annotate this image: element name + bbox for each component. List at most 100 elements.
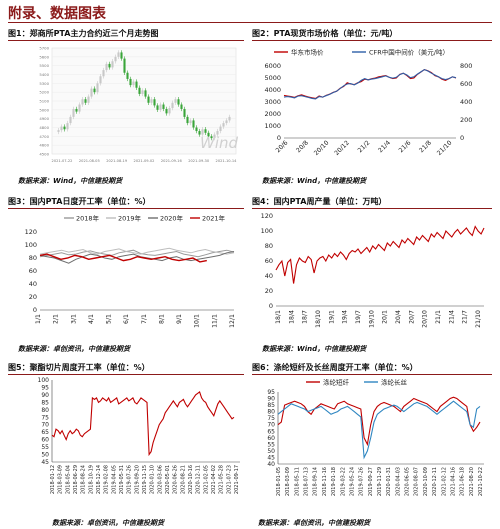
chart5-y-tick-label: 90 bbox=[41, 392, 49, 399]
panel-2-title: 图2：PTA现货市场价格（单位：元/吨） bbox=[252, 29, 398, 38]
chart6-x-tick-label: 2020-04-03 bbox=[395, 467, 401, 496]
chart3-x-tick-label: 3/1 bbox=[70, 314, 77, 324]
chart-pta-weekly-output: 0 20 40 60 80 100 120 18/1 18/4 18/7 18/10 19/1 19/4… bbox=[261, 212, 485, 328]
chart1-candle-body bbox=[66, 123, 69, 130]
chart6-x-tick-label: 2020-01-31 bbox=[386, 467, 392, 496]
chart3-y-tick-label: 20 bbox=[29, 293, 37, 301]
chart5-x-tick-label: 2021-05-28 bbox=[219, 465, 225, 494]
chart4-y-tick-label: 120 bbox=[261, 212, 273, 220]
chart2-legend-label: CFR中国中间价（美元/吨） bbox=[369, 48, 449, 57]
chart6-x-tick-label: 2019-09-27 bbox=[368, 467, 374, 496]
chart4-x-tick-label: 20/7 bbox=[408, 310, 415, 324]
chart6-y-tick-label: 75 bbox=[267, 415, 275, 422]
chart6-legend-label: 涤纶长丝 bbox=[381, 378, 408, 387]
chart1-candle-body bbox=[96, 83, 99, 93]
chart1-candle-body bbox=[57, 130, 60, 132]
chart4-y-tick-label: 100 bbox=[261, 227, 273, 235]
chart1-y-tick-label: 4900 bbox=[39, 116, 49, 121]
chart4-series-line bbox=[275, 225, 485, 284]
chart6-x-tick-label: 2020-06-05 bbox=[405, 467, 411, 496]
chart6-x-tick-label: 2019-03-22 bbox=[340, 467, 346, 496]
chart3-y-tick-label: 100 bbox=[25, 241, 37, 249]
panel-3-source: 数据来源：卓创资讯，中信建投期货 bbox=[18, 345, 130, 353]
chart1-candle-body bbox=[174, 99, 177, 103]
chart6-y-tick-label: 85 bbox=[267, 402, 275, 409]
panel-5-rule bbox=[8, 374, 244, 375]
chart5-y-tick-label: 85 bbox=[41, 399, 49, 406]
chart5-x-tick-label: 2020-06-26 bbox=[173, 465, 179, 494]
chart5-x-tick-label: 2018-05-04 bbox=[65, 465, 71, 494]
chart1-candle-body bbox=[129, 78, 132, 86]
chart1-candle-body bbox=[132, 81, 135, 86]
chart3-x-tick-label: 11/1 bbox=[211, 314, 218, 328]
chart3-legend-label: 2021年 bbox=[202, 214, 226, 223]
chart1-candle-body bbox=[213, 134, 216, 139]
chart6-x-tick-label: 2018-07-13 bbox=[304, 467, 310, 496]
chart4-y-tick-label: 60 bbox=[265, 257, 273, 265]
chart-pta-spot-price: 华东市场价 CFR中国中间价（美元/吨）010002000300040005000… bbox=[264, 48, 472, 158]
chart6-y-tick-label: 50 bbox=[267, 448, 275, 455]
panel-4-title: 图4：国内PTA周产量（单位：万吨） bbox=[252, 197, 387, 206]
chart5-y-tick-label: 45 bbox=[41, 459, 49, 466]
chart2-y-right-tick-label: 600 bbox=[460, 80, 472, 88]
chart1-candle-body bbox=[60, 126, 63, 131]
chart3-x-tick-label: 8/1 bbox=[158, 314, 165, 324]
chart3-x-tick-label: 9/1 bbox=[176, 314, 183, 324]
chart1-watermark: Wind bbox=[200, 134, 239, 152]
chart1-candle-body bbox=[180, 104, 183, 109]
chart1-x-tick-label: 2021-08-19 bbox=[106, 159, 128, 163]
chart3-x-tick-label: 10/1 bbox=[194, 314, 201, 328]
chart3-x-tick-label: 5/1 bbox=[106, 314, 113, 324]
chart1-candle-body bbox=[126, 72, 129, 79]
chart6-x-tick-label: 2020-12-11 bbox=[432, 467, 438, 496]
chart1-candle-body bbox=[150, 99, 153, 103]
chart5-y-tick-label: 60 bbox=[41, 437, 49, 444]
chart1-candle-body bbox=[99, 76, 102, 84]
chart4-x-tick-label: 18/10 bbox=[315, 310, 322, 328]
chart3-series-line bbox=[39, 249, 235, 258]
chart3-series-line bbox=[39, 247, 235, 255]
chart6-y-tick-label: 90 bbox=[267, 396, 275, 403]
chart6-x-tick-label: 2018-05-11 bbox=[294, 467, 300, 496]
chart4-x-tick-label: 20/4 bbox=[395, 310, 402, 324]
chart1-y-tick-label: 4500 bbox=[39, 152, 49, 157]
panel-4-rule bbox=[252, 208, 492, 209]
chart1-candle-body bbox=[165, 108, 168, 114]
chart6-x-tick-label: 2019-01-18 bbox=[331, 467, 337, 496]
chart6-x-tick-label: 2020-08-07 bbox=[414, 467, 420, 496]
chart6-y-tick-label: 65 bbox=[267, 428, 275, 435]
chart6-y-tick-label: 80 bbox=[267, 409, 275, 416]
chart6-x-tick-label: 2021-02-12 bbox=[441, 467, 447, 496]
chart5-x-tick-label: 2020-03-06 bbox=[157, 465, 163, 494]
chart1-candle-body bbox=[75, 108, 78, 112]
chart2-y-right-tick-label: 0 bbox=[460, 134, 464, 142]
chart4-x-tick-label: 21/1 bbox=[435, 310, 442, 324]
chart5-x-tick-label: 2021-07-23 bbox=[226, 465, 232, 494]
chart1-candle-body bbox=[225, 120, 228, 124]
chart5-x-tick-label: 2018-01-12 bbox=[50, 465, 56, 494]
chart2-legend-label: 华东市场价 bbox=[291, 48, 324, 57]
chart6-series-line bbox=[277, 396, 481, 447]
chart1-candle-body bbox=[90, 88, 93, 97]
chart5-y-tick-label: 65 bbox=[41, 429, 49, 436]
chart1-candle-body bbox=[192, 120, 195, 128]
chart5-x-tick-label: 2021-09-17 bbox=[234, 465, 240, 494]
chart1-candle-body bbox=[177, 99, 180, 105]
chart5-x-tick-label: 2018-03-09 bbox=[58, 465, 64, 494]
chart6-y-tick-label: 60 bbox=[267, 435, 275, 442]
chart1-y-tick-label: 5500 bbox=[39, 63, 49, 68]
chart6-legend-label: 涤纶短纤 bbox=[323, 378, 350, 387]
chart1-candle-body bbox=[201, 129, 204, 135]
chart6-x-tick-label: 2021-10-22 bbox=[478, 467, 484, 496]
chart2-y-left-tick-label: 1000 bbox=[264, 122, 281, 130]
chart2-y-left-tick-label: 3000 bbox=[264, 98, 281, 106]
panel-5-source: 数据来源：卓创资讯，中信建投期货 bbox=[52, 519, 164, 527]
chart1-candle-body bbox=[69, 116, 72, 124]
chart5-x-tick-label: 2018-06-29 bbox=[73, 465, 79, 494]
chart1-x-tick-label: 2021-08-05 bbox=[79, 159, 100, 163]
chart1-candle-body bbox=[84, 99, 87, 103]
chart2-y-right-tick-label: 400 bbox=[460, 98, 472, 106]
chart6-x-tick-label: 2018-03-09 bbox=[285, 467, 291, 496]
